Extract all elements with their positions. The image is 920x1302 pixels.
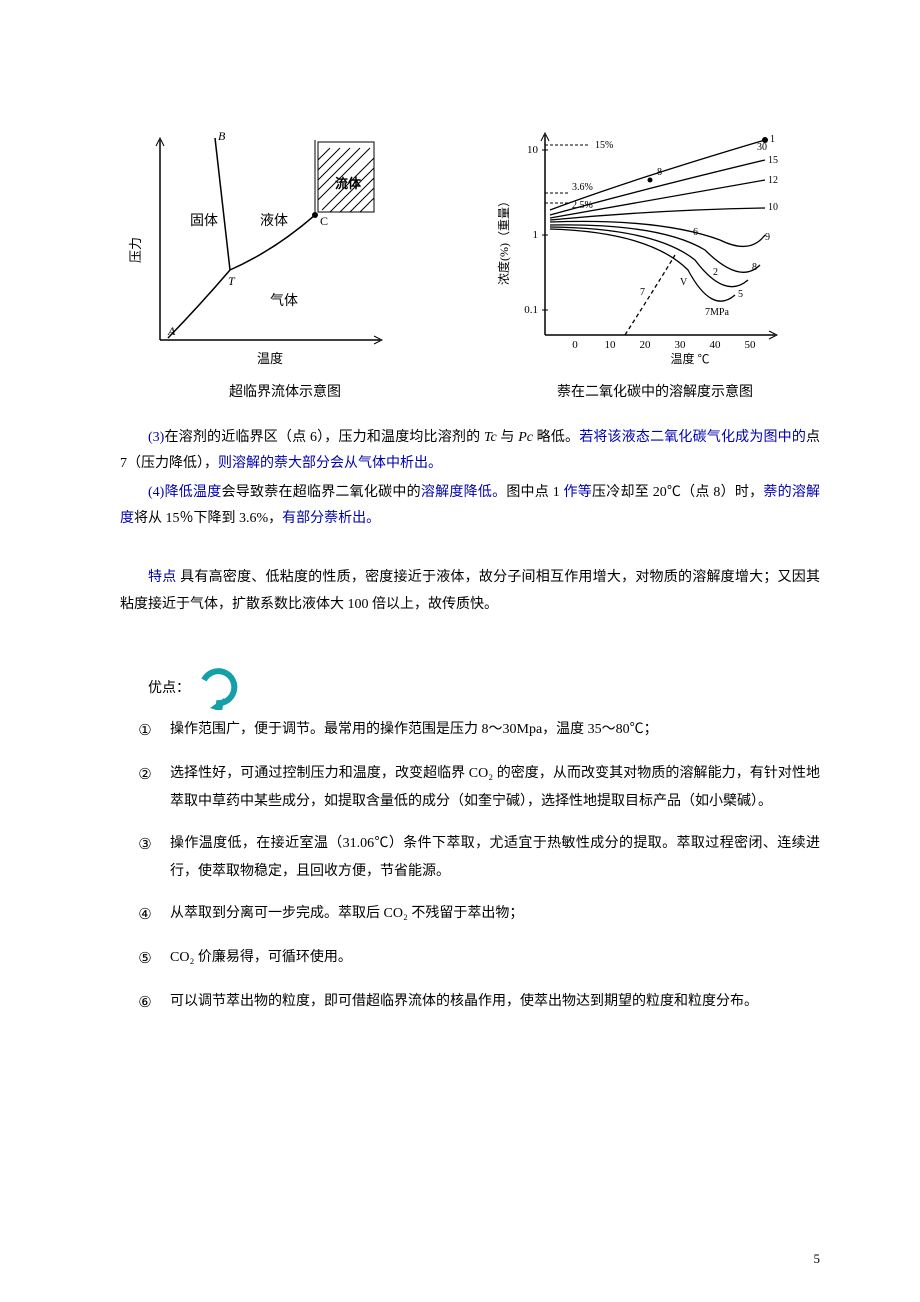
para4-b1: 降低温度	[164, 485, 221, 500]
svg-text:5: 5	[738, 289, 743, 300]
para4-t1: 会导致萘在超临界二氧化碳中的	[222, 485, 421, 500]
advantage-item-3: ③ 操作温度低，在接近室温（31.06℃）条件下萃取，尤适宜于热敏性成分的提取。…	[120, 830, 820, 886]
ytick-0.1: 0.1	[524, 304, 538, 316]
advantage-item-6: ⑥ 可以调节萃出物的粒度，即可借超临界流体的核晶作用，使萃出物达到期望的粒度和粒…	[120, 988, 820, 1018]
para3-tc: Tc	[484, 430, 497, 445]
svg-text:6: 6	[693, 227, 698, 238]
ytick-10: 10	[527, 144, 539, 156]
para4-prefix: (4)	[148, 485, 164, 500]
adv-text-5: CO₂ 价廉易得，可循环使用。	[170, 944, 820, 972]
region-solid: 固体	[190, 213, 218, 229]
ytick-1: 1	[533, 229, 539, 241]
xtick-0: 0	[572, 339, 578, 351]
adv-text-2: 选择性好，可通过控制压力和温度，改变超临界 CO₂ 的密度，从而改变其对物质的溶…	[170, 760, 820, 816]
caption-right: 萘在二氧化碳中的溶解度示意图	[490, 380, 820, 407]
label-V: V	[680, 277, 688, 288]
para4-b5: 有部分萘析出。	[282, 511, 380, 526]
adv-num-1: ①	[120, 716, 170, 746]
advantages-list: ① 操作范围广，便于调节。最常用的操作范围是压力 8～30Mpa，温度 35～8…	[120, 716, 820, 1018]
svg-text:7: 7	[640, 287, 645, 298]
paragraph-3: (3)在溶剂的近临界区（点 6），压力和温度均比溶剂的 Tc 与 Pc 略低。若…	[120, 425, 820, 478]
adv-text-3: 操作温度低，在接近室温（31.06℃）条件下萃取，尤适宜于热敏性成分的提取。萃取…	[170, 830, 820, 886]
caption-row: 超临界流体示意图 萘在二氧化碳中的溶解度示意图	[120, 380, 820, 407]
para3-pc: Pc	[518, 430, 533, 445]
region-gas: 气体	[270, 293, 298, 309]
adv-text-6: 可以调节萃出物的粒度，即可借超临界流体的核晶作用，使萃出物达到期望的粒度和粒度分…	[170, 988, 820, 1016]
svg-text:9: 9	[765, 232, 770, 243]
region-liquid: 液体	[260, 213, 288, 229]
advantages-section: 优点： ① 操作范围广，便于调节。最常用的操作范围是压力 8～30Mpa，温度 …	[120, 668, 820, 1018]
svg-text:8: 8	[752, 262, 757, 273]
para4-b3: 作等	[564, 485, 592, 500]
para4-t4: 将从 15％下降到 3.6%，	[134, 511, 282, 526]
mark-15: 15%	[595, 140, 613, 151]
advantages-heading: 优点：	[120, 676, 190, 703]
svg-text:15: 15	[768, 155, 778, 166]
advantage-item-5: ⑤ CO₂ 价廉易得，可循环使用。	[120, 944, 820, 974]
axis-label-x: 温度	[257, 351, 283, 366]
xtick-40: 40	[710, 339, 722, 351]
figures-container: 压力 温度 固体 液体 气体 流体 A B C T 10	[120, 120, 820, 370]
adv-num-5: ⑤	[120, 944, 170, 974]
para3-b2: 则溶解的萘大部分会从气体中析出。	[218, 456, 442, 471]
xtick-50: 50	[745, 339, 757, 351]
para3-t2: 与	[497, 430, 519, 445]
point-B: B	[218, 129, 226, 143]
point-T: T	[228, 274, 236, 288]
mark-3.6: 3.6%	[572, 182, 593, 193]
clabel-1: 1	[770, 134, 775, 145]
adv-text-1: 操作范围广，便于调节。最常用的操作范围是压力 8～30Mpa，温度 35～80℃…	[170, 716, 820, 744]
para3-b1: 若将该液态二氧化碳气化成为图中的	[579, 430, 806, 445]
document-page: 压力 温度 固体 液体 气体 流体 A B C T 10	[0, 0, 920, 1302]
axis-label-y2: 浓度(%)（重量）	[496, 195, 511, 285]
svg-text:2: 2	[713, 267, 718, 278]
svg-text:12: 12	[768, 175, 778, 186]
label-7mpa: 7MPa	[705, 307, 729, 318]
para3-t1: 在溶剂的近临界区（点 6），压力和温度均比溶剂的	[164, 430, 484, 445]
para4-t3: 压冷却至 20℃（点 8）时，	[592, 485, 763, 500]
region-fluid: 流体	[335, 176, 362, 191]
caption-left: 超临界流体示意图	[120, 380, 450, 407]
axis-label-x2: 温度 ℃	[670, 351, 709, 366]
svg-text:8: 8	[657, 167, 662, 178]
para3-prefix: (3)	[148, 430, 164, 445]
svg-text:10: 10	[768, 202, 778, 213]
adv-num-6: ⑥	[120, 988, 170, 1018]
para4-t2: 图中点 1	[506, 485, 563, 500]
xtick-10: 10	[605, 339, 617, 351]
paragraph-4: (4)降低温度会导致萘在超临界二氧化碳中的溶解度降低。图中点 1 作等压冷却至 …	[120, 480, 820, 533]
svg-text:30: 30	[757, 142, 767, 153]
feature-text: 具有高密度、低粘度的性质，密度接近于液体，故分子间相互作用增大，对物质的溶解度增…	[120, 570, 820, 612]
adv-num-3: ③	[120, 830, 170, 860]
point-A: A	[167, 324, 176, 338]
para3-t3: 略低。	[533, 430, 579, 445]
page-number: 5	[814, 1247, 821, 1272]
feature-paragraph: 特点 具有高密度、低粘度的性质，密度接近于液体，故分子间相互作用增大，对物质的溶…	[120, 565, 820, 618]
adv-text-4: 从萃取到分离可一步完成。萃取后 CO₂ 不残留于萃出物；	[170, 900, 820, 928]
xtick-30: 30	[675, 339, 687, 351]
advantages-heading-row: 优点：	[120, 668, 820, 710]
figure-solubility: 10 1 0.1 15% 3.6% 2.5% 0 10 20 30	[490, 120, 820, 370]
advantage-item-2: ② 选择性好，可通过控制压力和温度，改变超临界 CO₂ 的密度，从而改变其对物质…	[120, 760, 820, 816]
curved-arrow-icon	[196, 668, 246, 710]
advantage-item-1: ① 操作范围广，便于调节。最常用的操作范围是压力 8～30Mpa，温度 35～8…	[120, 716, 820, 746]
figure-phase-diagram: 压力 温度 固体 液体 气体 流体 A B C T	[120, 120, 450, 370]
adv-num-2: ②	[120, 760, 170, 790]
adv-num-4: ④	[120, 900, 170, 930]
advantage-item-4: ④ 从萃取到分离可一步完成。萃取后 CO₂ 不残留于萃出物；	[120, 900, 820, 930]
xtick-20: 20	[640, 339, 652, 351]
feature-label: 特点	[148, 570, 176, 585]
point-C: C	[320, 214, 328, 228]
para4-b2: 溶解度降低。	[421, 485, 506, 500]
axis-label-y: 压力	[128, 237, 143, 263]
